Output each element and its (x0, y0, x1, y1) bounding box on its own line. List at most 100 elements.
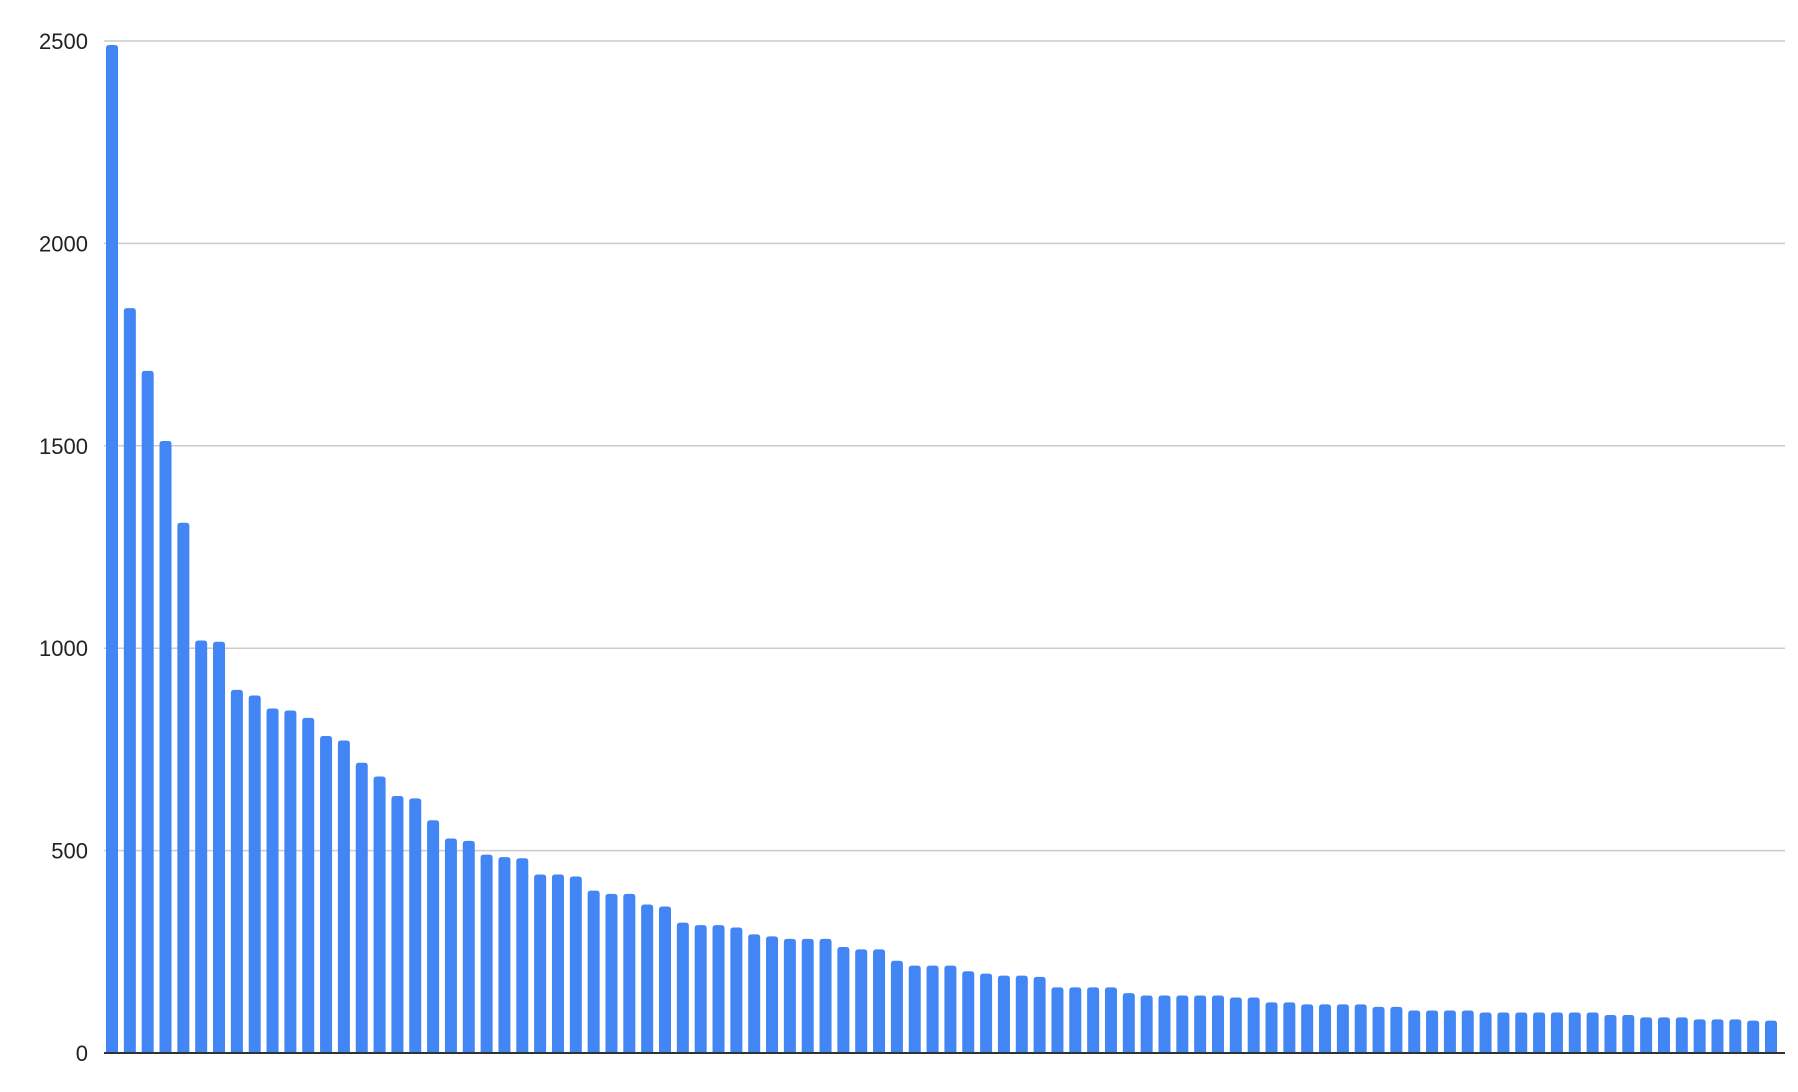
bar (819, 938, 832, 1053)
gridlines (104, 40, 1785, 852)
y-tick-label: 2000 (39, 231, 88, 256)
bar (926, 965, 939, 1053)
bar (337, 740, 350, 1053)
bar (1122, 993, 1135, 1053)
bar (997, 975, 1010, 1053)
bar (1390, 1006, 1403, 1053)
bar (302, 717, 315, 1053)
bar (855, 949, 868, 1053)
bar (141, 370, 154, 1053)
bar (1533, 1012, 1546, 1053)
bar (1586, 1012, 1599, 1053)
bar (195, 640, 208, 1053)
bar (355, 762, 368, 1053)
bar (1408, 1010, 1421, 1053)
bar (123, 308, 136, 1054)
bar (1372, 1006, 1385, 1053)
bar (1550, 1012, 1563, 1053)
bar (1336, 1004, 1349, 1053)
bar (641, 904, 654, 1053)
y-tick-label: 1500 (39, 434, 88, 459)
bar (1657, 1017, 1670, 1053)
bar (480, 854, 493, 1053)
bar (427, 820, 440, 1053)
bar (498, 857, 511, 1053)
bar (1765, 1020, 1777, 1053)
bar (1747, 1020, 1760, 1053)
bar (1622, 1014, 1635, 1053)
bar (962, 971, 975, 1053)
bar (1212, 995, 1224, 1053)
bar (1604, 1014, 1617, 1053)
bar (605, 893, 618, 1053)
bar (1479, 1012, 1492, 1053)
bar (551, 874, 564, 1053)
bar (159, 440, 172, 1054)
bar (266, 708, 279, 1053)
bar (890, 960, 903, 1053)
bar (534, 874, 547, 1053)
bars (106, 45, 1777, 1054)
bar (712, 925, 725, 1053)
y-tick-label: 1000 (39, 636, 88, 661)
bar (1265, 1002, 1278, 1053)
bar (1033, 976, 1046, 1053)
y-tick-label: 500 (51, 839, 88, 864)
bar (1247, 997, 1260, 1053)
bar (373, 776, 386, 1053)
bar (1568, 1012, 1581, 1053)
bar (783, 938, 796, 1053)
bar (1104, 987, 1117, 1053)
bar (659, 906, 671, 1053)
bar (248, 695, 261, 1053)
bar (1711, 1019, 1724, 1053)
bar (177, 522, 190, 1053)
bar (873, 949, 886, 1053)
y-axis-ticks: 0 500 1000 1500 2000 2500 (39, 29, 88, 1066)
bar (1426, 1010, 1439, 1053)
bar (766, 936, 779, 1053)
bar (516, 858, 529, 1053)
bar (569, 876, 582, 1053)
bar (1087, 987, 1100, 1053)
bar (1497, 1012, 1510, 1053)
bar (444, 838, 457, 1053)
bar (1461, 1010, 1474, 1053)
bar (284, 710, 297, 1053)
bar (230, 689, 243, 1053)
bar (1693, 1019, 1706, 1053)
bar (837, 946, 850, 1053)
bar (1140, 995, 1153, 1053)
bar (1015, 975, 1028, 1053)
bar (409, 798, 422, 1053)
bar (587, 890, 600, 1053)
bar (1640, 1017, 1653, 1053)
bar (1176, 995, 1189, 1053)
bar (391, 795, 404, 1053)
bar (1443, 1010, 1456, 1053)
bar (462, 840, 475, 1053)
y-tick-label: 2500 (39, 29, 88, 54)
bar (944, 965, 957, 1053)
bar (1069, 987, 1082, 1053)
bar (1729, 1019, 1742, 1053)
bar (748, 934, 761, 1053)
bar (213, 641, 226, 1053)
bar (1301, 1004, 1314, 1053)
bar (730, 927, 743, 1053)
bar (1354, 1004, 1367, 1053)
bar (1158, 995, 1171, 1053)
bar (1051, 987, 1064, 1053)
bar (980, 973, 993, 1053)
bar (801, 938, 814, 1053)
bar (623, 893, 636, 1053)
bar (1675, 1017, 1688, 1053)
bar (1319, 1004, 1332, 1053)
bar (694, 925, 707, 1053)
bar (106, 45, 118, 1054)
bar (1229, 997, 1242, 1053)
bar (1194, 995, 1207, 1053)
y-tick-label: 0 (76, 1041, 88, 1066)
bar (676, 922, 689, 1053)
